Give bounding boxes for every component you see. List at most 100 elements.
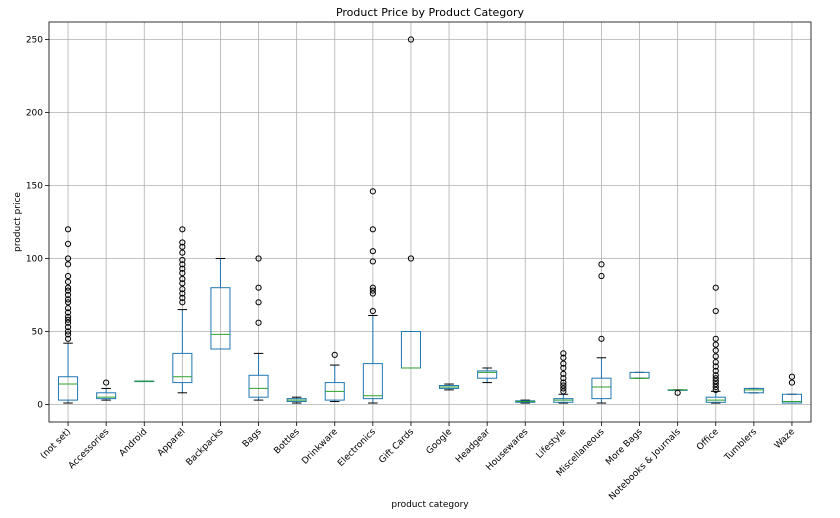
outlier-point xyxy=(369,284,376,291)
outlier-point xyxy=(712,347,719,354)
outlier-point xyxy=(179,243,186,250)
iqr-box xyxy=(591,377,612,400)
outlier-point xyxy=(179,261,186,268)
outlier-point xyxy=(712,307,719,315)
outlier-point xyxy=(64,284,72,291)
outlier-point xyxy=(712,380,719,388)
outlier-point xyxy=(560,370,567,377)
outlier-point xyxy=(64,226,72,233)
outlier-point xyxy=(369,307,376,315)
outlier-point xyxy=(255,255,262,262)
outlier-point xyxy=(407,255,415,262)
outlier-point xyxy=(64,299,72,306)
iqr-box xyxy=(248,374,269,398)
y-tick-label: 250 xyxy=(26,36,43,46)
outlier-point xyxy=(179,249,186,256)
outlier-point xyxy=(369,248,376,255)
box-2 xyxy=(134,380,155,383)
outlier-point xyxy=(179,226,186,233)
outlier-point xyxy=(179,299,186,306)
outlier-point xyxy=(598,272,605,280)
outlier-point xyxy=(64,278,72,285)
y-tick-label: 50 xyxy=(32,327,44,337)
y-axis-label: product price xyxy=(13,192,23,252)
outlier-point xyxy=(560,360,567,367)
plot-frame xyxy=(48,21,812,423)
box-4 xyxy=(210,257,231,350)
outlier-point xyxy=(598,335,605,342)
outlier-point xyxy=(179,256,186,264)
outlier-point xyxy=(674,389,681,396)
box-6 xyxy=(286,396,307,404)
outliers xyxy=(64,36,796,396)
iqr-box xyxy=(477,370,498,379)
outlier-point xyxy=(712,383,719,391)
outlier-point xyxy=(255,299,262,306)
outlier-point xyxy=(179,269,186,277)
outlier-point xyxy=(64,316,72,323)
box-11 xyxy=(477,367,498,384)
box-3 xyxy=(172,309,193,394)
outlier-point xyxy=(255,319,262,326)
box-10 xyxy=(439,383,460,391)
iqr-box xyxy=(58,376,79,401)
outlier-point xyxy=(255,284,262,291)
outlier-point xyxy=(64,240,72,247)
box-15 xyxy=(629,371,650,379)
outlier-point xyxy=(179,275,186,283)
outlier-point xyxy=(369,287,376,294)
outlier-point xyxy=(64,291,72,299)
outlier-point xyxy=(64,296,72,303)
outlier-point xyxy=(64,313,72,320)
box-0 xyxy=(58,342,79,404)
box-12 xyxy=(515,399,536,404)
outlier-point xyxy=(712,341,719,348)
outlier-point xyxy=(179,265,186,272)
outlier-point xyxy=(560,375,567,382)
outlier-point xyxy=(179,239,186,246)
iqr-box xyxy=(172,352,193,384)
box-8 xyxy=(362,314,383,404)
box-17 xyxy=(705,390,726,404)
chart-title: Product Price by Product Category xyxy=(336,6,525,19)
outlier-point xyxy=(560,379,567,386)
box-19 xyxy=(781,393,802,404)
outlier-point xyxy=(560,350,567,357)
outlier-point xyxy=(369,188,376,195)
outlier-point xyxy=(64,287,72,294)
box-9 xyxy=(400,330,421,369)
y-tick-label: 200 xyxy=(26,109,43,119)
outlier-point xyxy=(64,261,72,268)
outlier-point xyxy=(103,379,110,386)
iqr-box xyxy=(743,387,764,394)
outlier-point xyxy=(331,351,338,358)
iqr-box xyxy=(210,287,231,350)
box-1 xyxy=(96,387,117,401)
iqr-box xyxy=(362,363,383,400)
outlier-point xyxy=(64,319,72,326)
iqr-box xyxy=(96,392,117,400)
outlier-point xyxy=(179,280,186,287)
outlier-point xyxy=(712,372,719,379)
outlier-point xyxy=(64,324,72,331)
box-14 xyxy=(591,357,612,404)
outlier-point xyxy=(179,286,186,293)
outlier-point xyxy=(712,284,719,291)
outlier-point xyxy=(369,226,376,233)
outlier-point xyxy=(712,386,719,393)
outlier-point xyxy=(712,353,719,360)
outlier-point xyxy=(64,272,72,280)
outlier-point xyxy=(598,261,605,268)
outlier-point xyxy=(788,379,796,386)
outlier-point xyxy=(712,359,719,366)
outlier-point xyxy=(788,373,796,380)
outlier-point xyxy=(712,367,719,375)
box-18 xyxy=(743,387,764,394)
outlier-point xyxy=(179,294,186,302)
outlier-point xyxy=(560,382,567,389)
iqr-box xyxy=(781,393,802,404)
outlier-point xyxy=(64,331,72,338)
box-5 xyxy=(248,352,269,401)
